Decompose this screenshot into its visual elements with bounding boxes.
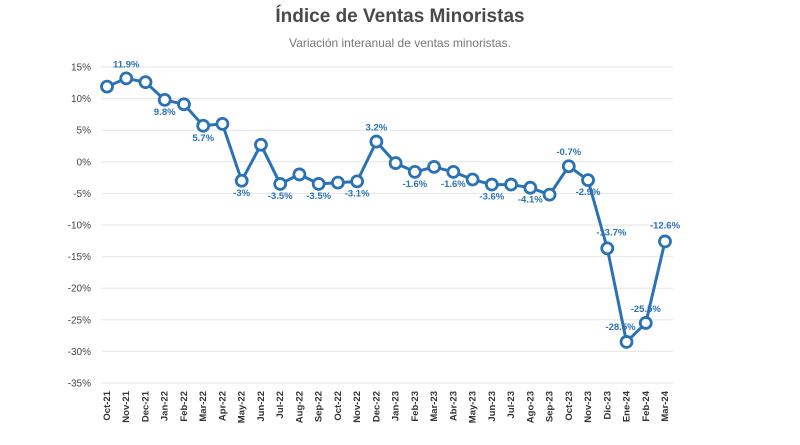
- data-point: [292, 167, 307, 182]
- data-point: [658, 234, 672, 249]
- data-point: [523, 180, 538, 195]
- data-point: [465, 172, 480, 187]
- data-point: [427, 159, 442, 174]
- y-tick-label: -15%: [68, 252, 91, 263]
- x-tick-label: Dic-23: [602, 391, 613, 420]
- data-point: [542, 187, 557, 202]
- y-tick-label: -5%: [73, 189, 91, 200]
- x-tick-label: Nov-21: [121, 390, 132, 422]
- series-line: [105, 76, 667, 344]
- x-tick-label: May-23: [468, 391, 479, 423]
- data-point: [234, 173, 249, 188]
- x-tick-label: Mar-22: [198, 391, 209, 422]
- y-tick-label: -35%: [68, 379, 91, 390]
- data-label: -2.9%: [576, 187, 601, 198]
- x-tick-label: Feb-23: [410, 391, 421, 422]
- grid-layer: [101, 66, 673, 384]
- x-tick-label: Ago-23: [525, 391, 536, 423]
- y-tick-label: -10%: [68, 221, 91, 232]
- x-tick-label: Jul-22: [275, 391, 286, 418]
- x-tick-label: Mar-23: [429, 391, 440, 422]
- data-label: -3%: [233, 188, 250, 199]
- x-tick-label: Ene-24: [622, 390, 633, 422]
- data-point: [504, 177, 518, 192]
- y-tick-label: 10%: [71, 94, 91, 105]
- axis-layer: 15% 10% 5% 0% -5% -10% -15% -20% -25% -30% -35% Oct…: [68, 63, 671, 424]
- data-label: 11.9%: [113, 59, 140, 70]
- y-tick-label: -25%: [68, 315, 91, 326]
- data-point: [388, 156, 403, 170]
- data-point: [484, 177, 499, 192]
- data-point: [638, 316, 653, 330]
- data-point: [619, 335, 634, 349]
- data-label: 5.7%: [192, 133, 214, 144]
- x-tick-label: Oct-22: [333, 391, 344, 421]
- data-label-layer: 11.9% 9.8% 5.7% -3% -3.5% -3.5% -3.1% 3.2% -1.6%…: [113, 59, 681, 333]
- data-point: [581, 173, 595, 188]
- data-point: [215, 116, 230, 131]
- x-tick-label: Sep-23: [545, 391, 556, 422]
- data-point: [157, 92, 172, 107]
- data-label: -3.1%: [345, 188, 370, 199]
- y-tick-label: 0%: [77, 157, 92, 168]
- y-tick-label: 15%: [71, 63, 91, 74]
- data-label: -4.1%: [518, 195, 543, 206]
- data-point: [407, 165, 422, 179]
- x-tick-label: Jun-23: [487, 391, 498, 422]
- x-tick-label: Apr-22: [217, 391, 228, 421]
- y-tick-label: 5%: [77, 126, 92, 137]
- data-label: -1.6%: [402, 179, 427, 190]
- data-label: -3.5%: [306, 191, 331, 202]
- x-tick-label: Abr-23: [448, 391, 459, 421]
- data-label: -3.5%: [268, 191, 293, 202]
- x-tick-label: Oct-23: [564, 391, 575, 421]
- data-point: [273, 177, 288, 191]
- data-label: -13.7%: [596, 227, 627, 238]
- data-point: [561, 159, 576, 174]
- data-point: [311, 177, 326, 191]
- data-point: [330, 175, 345, 190]
- data-point: [177, 97, 191, 112]
- x-tick-label: Jul-23: [506, 391, 517, 418]
- x-tick-label: Sep-22: [314, 391, 325, 422]
- data-point: [119, 71, 134, 86]
- data-label: -28.5%: [605, 322, 636, 333]
- data-point: [350, 174, 365, 189]
- x-tick-label: Nov-23: [583, 391, 594, 423]
- data-point: [369, 134, 384, 149]
- data-label: -12.6%: [650, 220, 681, 231]
- data-point: [254, 137, 268, 152]
- y-tick-label: -30%: [68, 347, 91, 358]
- x-tick-label: Jan-22: [160, 391, 171, 421]
- data-label: -0.7%: [556, 147, 581, 158]
- x-tick-label: Mar-24: [660, 390, 671, 421]
- data-label: 3.2%: [366, 123, 388, 134]
- data-point: [138, 75, 153, 90]
- x-tick-label: Oct-21: [102, 390, 113, 420]
- data-label: -1.6%: [441, 179, 466, 190]
- x-tick-label: Feb-24: [641, 390, 652, 421]
- data-label: 9.8%: [154, 107, 176, 118]
- data-label: -3.6%: [479, 192, 504, 203]
- x-tick-label: May-22: [237, 391, 248, 423]
- x-tick-label: Dec-21: [140, 390, 151, 422]
- data-point: [196, 118, 211, 133]
- data-point: [100, 79, 114, 94]
- series-point-layer: [100, 71, 672, 349]
- x-tick-label: Jan-23: [391, 391, 402, 421]
- x-tick-label: Feb-22: [179, 391, 190, 422]
- data-point: [446, 165, 461, 179]
- chart-subtitle: Variación interanual de ventas minorista…: [289, 36, 511, 50]
- y-tick-label: -20%: [68, 284, 91, 295]
- data-label: -25.5%: [631, 304, 662, 315]
- x-tick-label: Jun-22: [256, 391, 267, 422]
- x-tick-label: Aug-22: [294, 391, 305, 423]
- x-tick-label: Nov-22: [352, 391, 363, 423]
- data-point: [600, 241, 615, 256]
- chart-title: Índice de Ventas Minoristas: [275, 6, 525, 27]
- series-line-layer: [105, 76, 667, 344]
- x-tick-label: Dec-22: [371, 391, 382, 422]
